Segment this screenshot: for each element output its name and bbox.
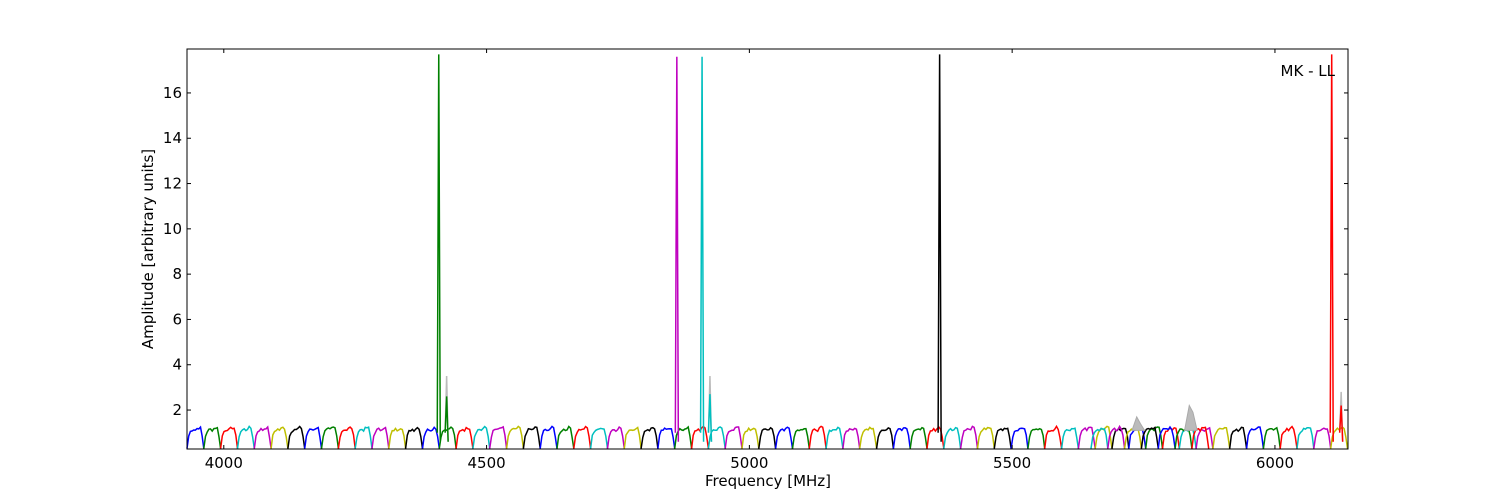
spike-line xyxy=(707,394,713,442)
x-tick-label: 5000 xyxy=(730,454,768,472)
x-tick-label: 5500 xyxy=(993,454,1031,472)
subband-line xyxy=(858,426,878,449)
subband-line xyxy=(1060,427,1080,449)
overlap-subband-line xyxy=(1157,425,1176,449)
subband-line xyxy=(1111,427,1130,449)
subband-line xyxy=(421,426,441,449)
overlap-subband-line xyxy=(1191,426,1210,449)
axes-frame xyxy=(186,48,1349,450)
subband-line xyxy=(253,425,272,449)
spike-line xyxy=(674,56,680,442)
spike-line xyxy=(444,396,449,442)
y-tick-label: 8 xyxy=(172,265,182,283)
subband-line xyxy=(741,426,760,449)
y-axis-label: Amplitude [arbitrary units] xyxy=(139,149,157,349)
subband-line xyxy=(606,426,626,449)
subband-line xyxy=(320,426,340,449)
subband-line xyxy=(943,426,962,449)
subband-line xyxy=(1279,425,1298,449)
subband-line xyxy=(472,425,491,449)
subband-line xyxy=(539,425,558,449)
y-tick-label: 2 xyxy=(172,401,182,419)
subband-line xyxy=(270,426,289,449)
subband-line xyxy=(1010,427,1029,449)
subband-line xyxy=(236,425,256,449)
x-tick-label: 4500 xyxy=(467,454,505,472)
subband-line xyxy=(791,427,811,449)
y-axis: 2 4 6 8 10 12 14 16 xyxy=(163,84,1348,419)
subband-line xyxy=(1228,426,1248,449)
overlap-subband-line xyxy=(1090,427,1109,449)
y-tick-label: 6 xyxy=(172,310,182,328)
spike-line xyxy=(937,54,942,442)
subband-line xyxy=(1262,426,1281,449)
subband-line xyxy=(842,427,861,449)
subband-line xyxy=(673,425,693,449)
subband-line xyxy=(186,425,205,449)
subband-line xyxy=(623,426,642,449)
plot-area xyxy=(186,54,1349,449)
subband-line xyxy=(556,425,575,449)
subband-line xyxy=(1313,427,1332,449)
subband-line xyxy=(455,426,474,449)
y-tick-label: 16 xyxy=(163,84,182,102)
y-tick-label: 14 xyxy=(163,129,182,147)
spike-line xyxy=(699,56,705,442)
subband-line xyxy=(993,427,1012,449)
subband-line xyxy=(657,427,676,449)
subband-line xyxy=(976,426,996,449)
subband-line xyxy=(1027,427,1046,449)
y-tick-label: 12 xyxy=(163,175,182,193)
subband-line xyxy=(892,427,911,449)
subband-line xyxy=(1195,426,1214,449)
subband-line xyxy=(388,427,407,449)
subband-line xyxy=(1296,427,1315,449)
subband-line xyxy=(589,427,609,449)
subband-line xyxy=(1043,424,1063,449)
subband-line xyxy=(337,426,356,449)
subband-line xyxy=(909,426,928,449)
overlap-subband-line xyxy=(1107,424,1126,449)
subband-line xyxy=(875,426,895,449)
subband-line xyxy=(573,425,592,449)
baseline-annotation: MK - LL xyxy=(1281,62,1336,80)
subband-line xyxy=(758,426,777,449)
spike-line xyxy=(1338,405,1344,442)
x-tick-label: 4000 xyxy=(205,454,243,472)
gray-bump xyxy=(1131,415,1146,431)
subband-line xyxy=(640,426,659,449)
spike-line xyxy=(436,54,442,442)
subband-line xyxy=(404,426,424,449)
subband-line xyxy=(505,425,525,449)
subband-line xyxy=(1077,426,1096,449)
x-axis-label: Frequency [MHz] xyxy=(705,472,831,490)
subband-line xyxy=(959,425,979,449)
overlap-subband-line xyxy=(1140,426,1160,449)
x-tick-label: 6000 xyxy=(1256,454,1294,472)
subband-line xyxy=(287,425,306,449)
subband-line xyxy=(1212,426,1231,449)
subband-line xyxy=(825,426,844,449)
subband-line xyxy=(724,426,743,449)
subband-line xyxy=(371,426,390,449)
subband-line xyxy=(354,426,373,449)
x-axis: 4000 4500 5000 5500 6000 xyxy=(205,49,1294,472)
y-tick-label: 4 xyxy=(172,356,182,374)
subband-line xyxy=(488,425,508,449)
y-tick-label: 10 xyxy=(163,220,182,238)
subband-line xyxy=(1245,426,1265,449)
spike-line xyxy=(1329,54,1334,442)
subband-line xyxy=(808,425,827,449)
subband-line xyxy=(303,426,323,449)
subband-line xyxy=(219,426,239,449)
overlap-subband-line xyxy=(1174,427,1193,449)
subband-line xyxy=(203,426,222,449)
gray-bump xyxy=(1183,404,1198,431)
subband-line xyxy=(1144,426,1164,449)
subband-line xyxy=(774,426,794,449)
subband-line xyxy=(522,426,541,449)
